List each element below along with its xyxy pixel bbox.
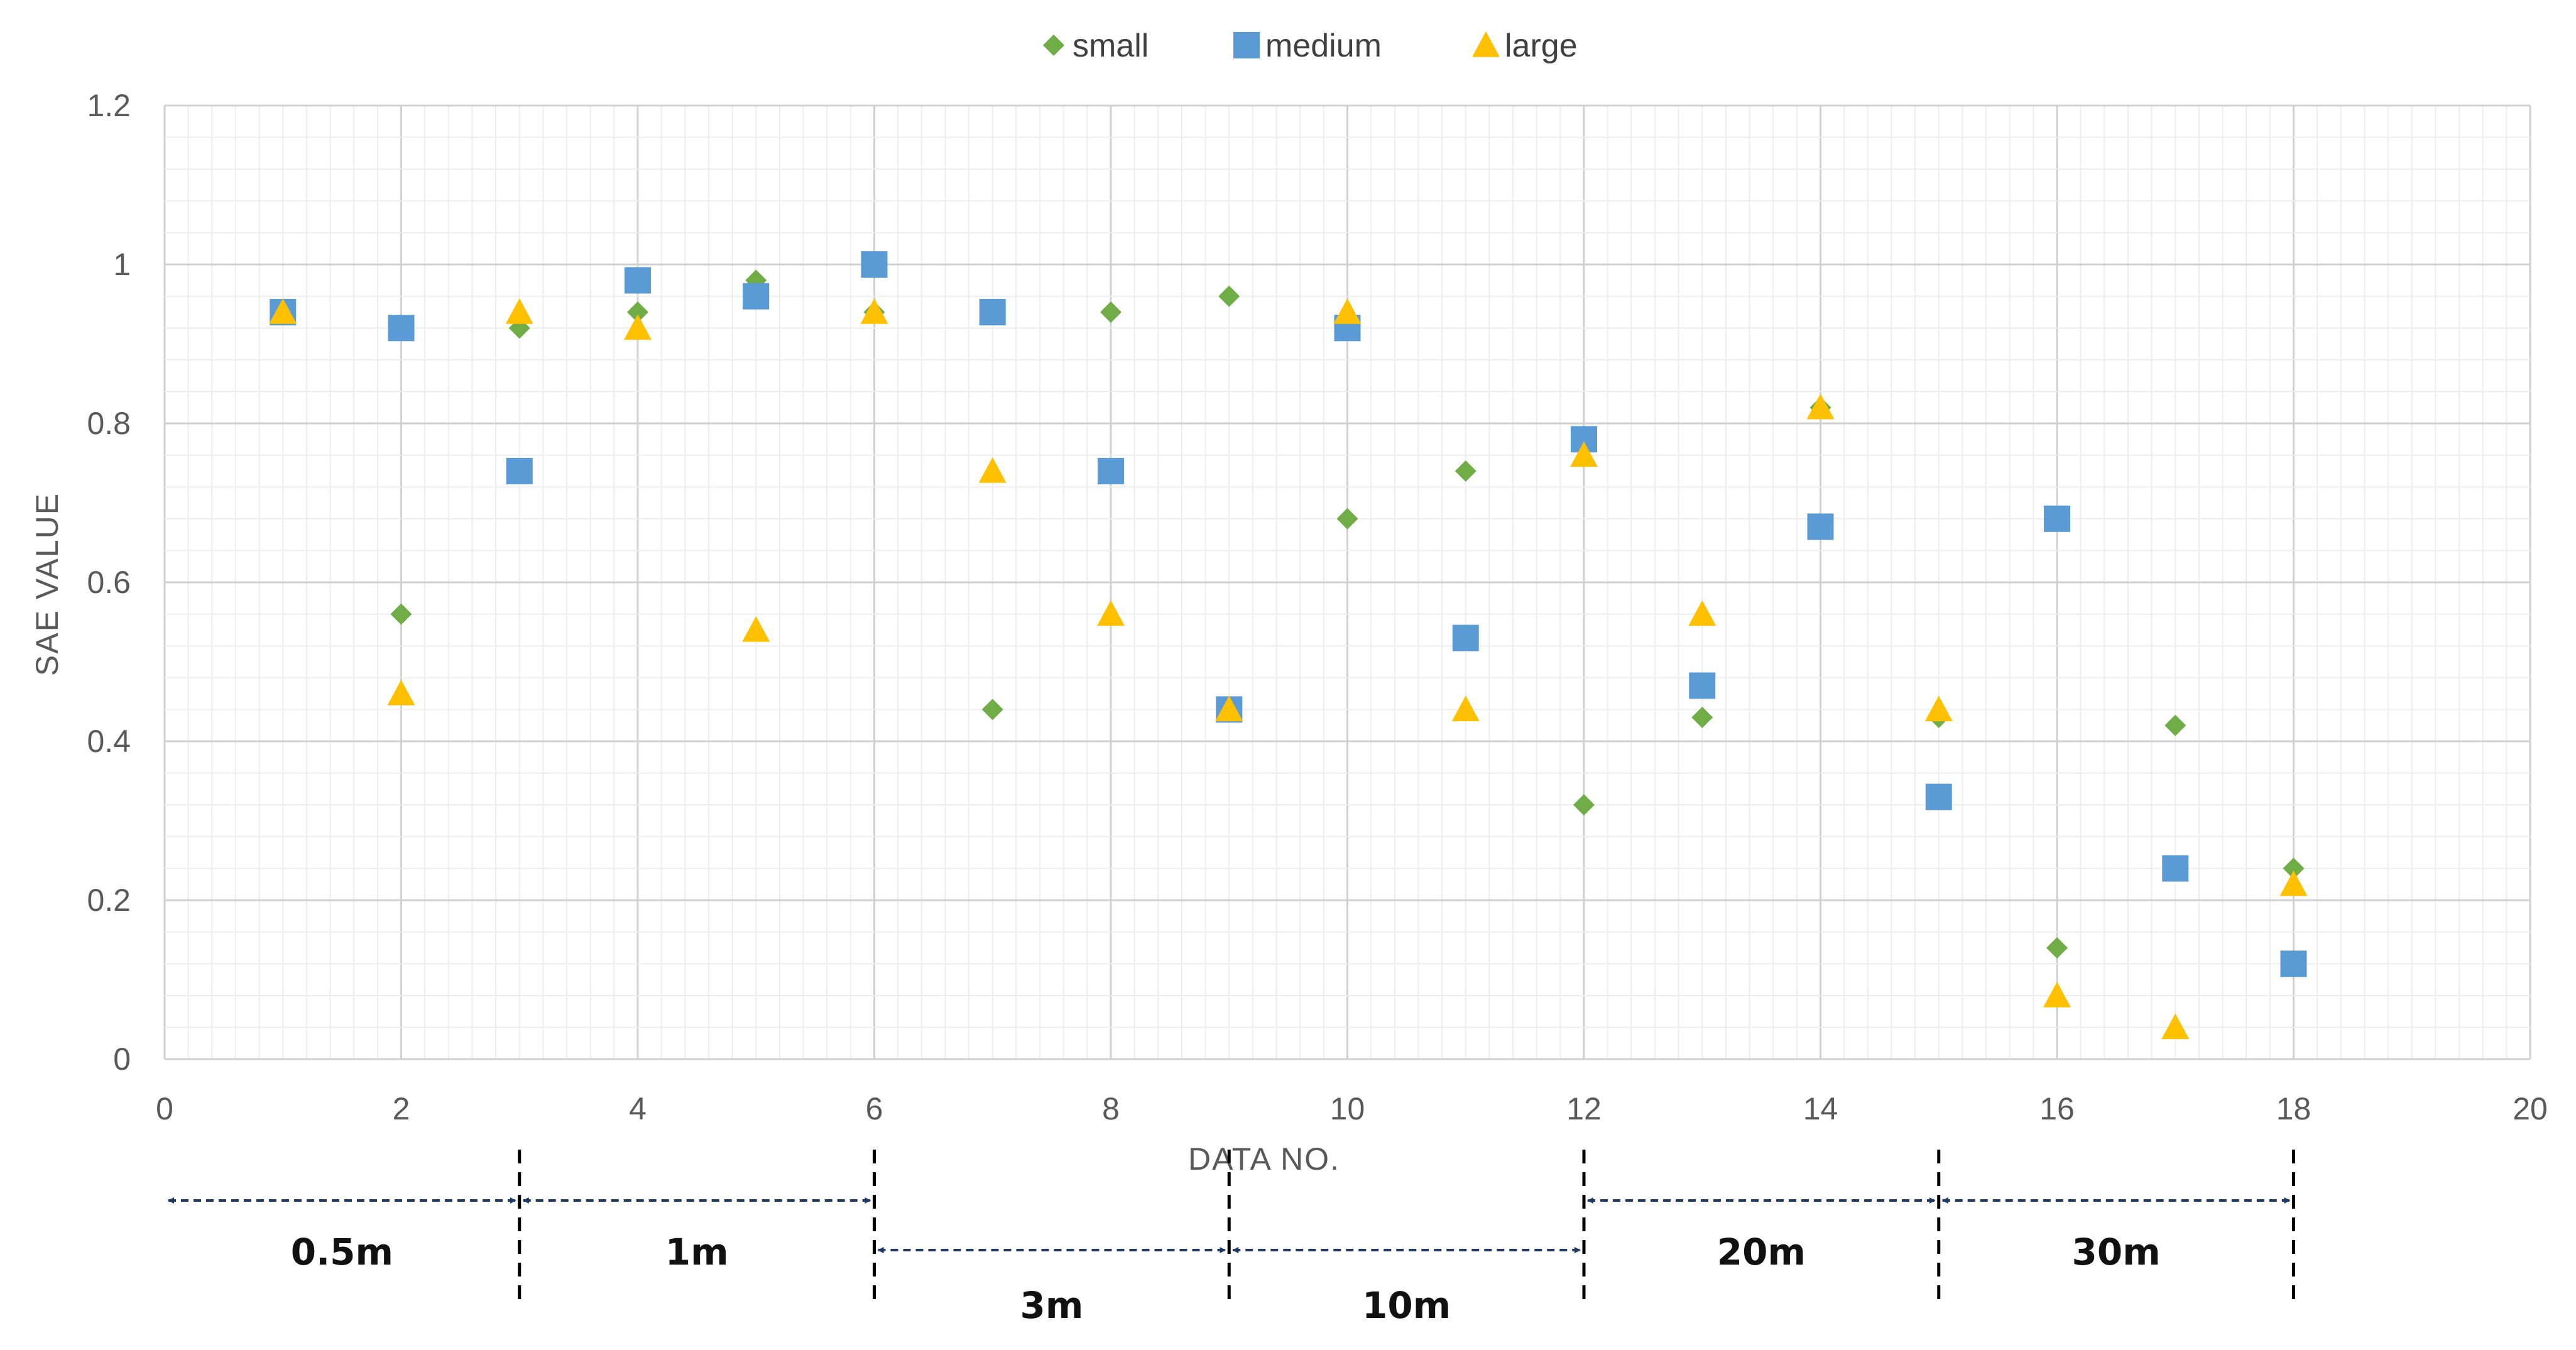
large-point bbox=[742, 616, 770, 642]
x-tick-label: 4 bbox=[629, 1091, 647, 1126]
large-point bbox=[505, 298, 533, 324]
small-point bbox=[2283, 857, 2305, 879]
legend-small-point bbox=[1043, 35, 1064, 56]
legend-item-medium: medium bbox=[1233, 28, 1382, 64]
medium-point bbox=[1807, 513, 1834, 540]
large-point bbox=[1806, 393, 1835, 420]
medium-point bbox=[743, 283, 770, 310]
y-axis-ticks: 0 0.2 0.4 0.6 0.8 1 1.2 bbox=[87, 88, 131, 1077]
small-point bbox=[1691, 707, 1713, 729]
small-point bbox=[1573, 794, 1595, 816]
medium-point bbox=[2162, 855, 2189, 882]
large-point bbox=[1333, 298, 1362, 324]
small-point bbox=[1336, 508, 1358, 530]
legend-label-large: large bbox=[1505, 28, 1578, 64]
legend-medium-point bbox=[1233, 32, 1260, 58]
small-point bbox=[1100, 301, 1122, 323]
x-axis-ticks: 0 2 4 6 8 10 12 14 16 18 20 bbox=[156, 1091, 2548, 1126]
large-point bbox=[2161, 1013, 2190, 1040]
series-large bbox=[269, 298, 2308, 1040]
y-tick-label: 0.4 bbox=[87, 724, 131, 759]
large-point bbox=[860, 298, 888, 324]
medium-point bbox=[2044, 505, 2070, 532]
distance-annotations: 0.5m 1m 3m 10m 20m 30m bbox=[168, 1150, 2295, 1327]
distance-label: 3m bbox=[1020, 1284, 1083, 1327]
x-tick-label: 20 bbox=[2513, 1091, 2548, 1126]
large-point bbox=[624, 314, 652, 340]
x-tick-label: 12 bbox=[1566, 1091, 1602, 1126]
y-tick-label: 0.8 bbox=[87, 406, 131, 441]
grid bbox=[163, 104, 2531, 1060]
large-point bbox=[387, 680, 415, 705]
large-point bbox=[2043, 981, 2071, 1008]
y-tick-label: 1 bbox=[113, 247, 131, 282]
x-tick-label: 14 bbox=[1803, 1091, 1838, 1126]
y-axis-title: SAE VALUE bbox=[30, 493, 65, 676]
data-points bbox=[269, 251, 2308, 1040]
distance-group-10m: 10m bbox=[1232, 1247, 1581, 1327]
small-point bbox=[981, 699, 1003, 721]
distance-label: 0.5m bbox=[291, 1231, 393, 1273]
legend: small medium large bbox=[1043, 28, 1578, 64]
x-tick-label: 2 bbox=[393, 1091, 410, 1126]
y-tick-label: 1.2 bbox=[87, 88, 131, 123]
distance-group-20m: 20m bbox=[1587, 1197, 1936, 1273]
x-tick-label: 16 bbox=[2039, 1091, 2075, 1126]
distance-group-1m: 1m bbox=[522, 1197, 871, 1273]
small-point bbox=[2046, 937, 2068, 959]
legend-item-small: small bbox=[1043, 28, 1149, 64]
large-point bbox=[978, 457, 1007, 483]
medium-point bbox=[625, 267, 651, 294]
large-point bbox=[1688, 600, 1716, 626]
medium-point bbox=[506, 457, 533, 484]
distance-group-0.5m: 0.5m bbox=[168, 1197, 516, 1273]
large-point bbox=[1924, 695, 1953, 722]
distance-label: 30m bbox=[2072, 1231, 2161, 1273]
distance-group-30m: 30m bbox=[1941, 1197, 2291, 1273]
small-point bbox=[2164, 714, 2186, 736]
medium-point bbox=[979, 298, 1006, 325]
large-point bbox=[2279, 870, 2308, 896]
large-point bbox=[1570, 441, 1598, 467]
small-point bbox=[1454, 460, 1476, 482]
x-tick-label: 6 bbox=[866, 1091, 883, 1126]
large-point bbox=[1215, 695, 1243, 722]
medium-point bbox=[1452, 624, 1479, 651]
y-tick-label: 0.6 bbox=[87, 565, 131, 600]
medium-point bbox=[1098, 457, 1124, 484]
large-point bbox=[1097, 600, 1125, 626]
distance-group-3m: 3m bbox=[877, 1247, 1226, 1327]
medium-point bbox=[388, 315, 415, 342]
medium-point bbox=[2280, 950, 2307, 977]
x-tick-label: 18 bbox=[2276, 1091, 2311, 1126]
y-tick-label: 0.2 bbox=[87, 883, 131, 918]
small-point bbox=[627, 301, 648, 323]
legend-label-medium: medium bbox=[1265, 28, 1382, 64]
distance-label: 10m bbox=[1362, 1284, 1451, 1327]
x-tick-label: 10 bbox=[1330, 1091, 1365, 1126]
y-tick-label: 0 bbox=[113, 1042, 131, 1077]
medium-point bbox=[861, 251, 888, 278]
distance-label: 1m bbox=[665, 1231, 729, 1273]
small-point bbox=[390, 603, 412, 625]
x-tick-label: 8 bbox=[1102, 1091, 1120, 1126]
legend-label-small: small bbox=[1072, 28, 1149, 64]
legend-item-large: large bbox=[1472, 28, 1578, 64]
legend-large-point bbox=[1472, 31, 1500, 57]
x-tick-label: 0 bbox=[156, 1091, 173, 1126]
large-point bbox=[1451, 695, 1480, 722]
x-axis-title: DATA NO. bbox=[1188, 1141, 1340, 1177]
medium-point bbox=[1689, 672, 1716, 699]
large-point bbox=[269, 298, 297, 324]
medium-point bbox=[1925, 783, 1952, 810]
distance-label: 20m bbox=[1717, 1231, 1806, 1273]
small-point bbox=[1218, 285, 1240, 307]
